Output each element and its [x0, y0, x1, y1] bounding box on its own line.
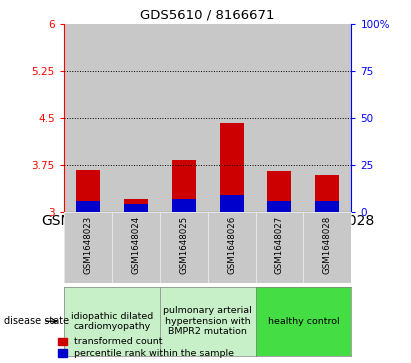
- Text: GSM1648027: GSM1648027: [275, 216, 284, 274]
- Bar: [76, 201, 100, 212]
- Text: disease state: disease state: [4, 316, 69, 326]
- Bar: [268, 201, 291, 212]
- Bar: [172, 199, 196, 212]
- Bar: [256, 24, 303, 212]
- Bar: [124, 204, 148, 212]
- Bar: [172, 160, 196, 212]
- Text: idiopathic dilated
cardiomyopathy: idiopathic dilated cardiomyopathy: [71, 311, 153, 331]
- Text: GSM1648028: GSM1648028: [323, 216, 332, 274]
- Text: GSM1648025: GSM1648025: [179, 216, 188, 274]
- Bar: [219, 195, 243, 212]
- Text: GSM1648024: GSM1648024: [131, 216, 140, 274]
- Bar: [268, 171, 291, 212]
- Bar: [315, 201, 339, 212]
- Bar: [112, 24, 159, 212]
- Text: healthy control: healthy control: [268, 317, 339, 326]
- Bar: [315, 175, 339, 212]
- Bar: [208, 24, 256, 212]
- Text: GSM1648023: GSM1648023: [83, 216, 92, 274]
- Text: pulmonary arterial
hypertension with
BMPR2 mutation: pulmonary arterial hypertension with BMP…: [163, 306, 252, 336]
- Bar: [159, 24, 208, 212]
- Title: GDS5610 / 8166671: GDS5610 / 8166671: [140, 8, 275, 21]
- Bar: [76, 170, 100, 212]
- Bar: [124, 199, 148, 212]
- Bar: [303, 24, 351, 212]
- Bar: [64, 24, 112, 212]
- Text: GSM1648026: GSM1648026: [227, 216, 236, 274]
- Legend: transformed count, percentile rank within the sample: transformed count, percentile rank withi…: [58, 338, 234, 358]
- Bar: [219, 123, 243, 212]
